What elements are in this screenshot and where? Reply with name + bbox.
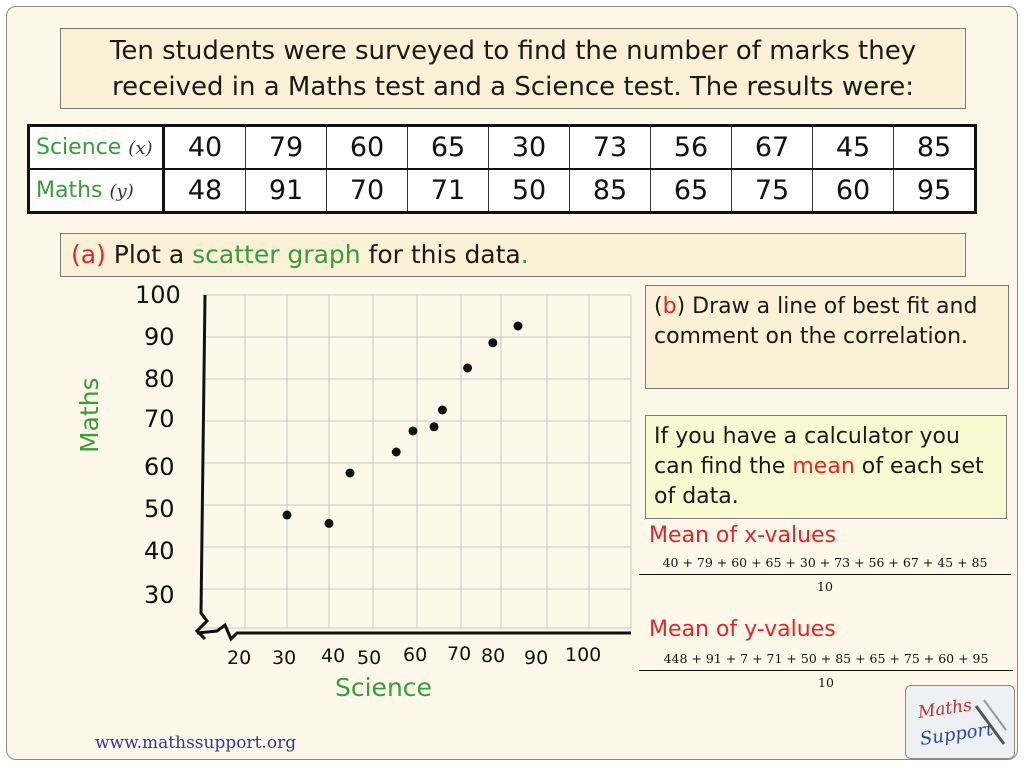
part-b-tag-close: ) bbox=[676, 294, 686, 319]
x-tick-label: 50 bbox=[357, 647, 382, 669]
x-tick-label: 100 bbox=[565, 644, 602, 666]
y-axis-line bbox=[194, 294, 209, 641]
science-value: 45 bbox=[812, 125, 894, 170]
maths-value: 75 bbox=[731, 168, 813, 213]
part-b-tag-letter: b bbox=[662, 294, 677, 319]
science-value: 40 bbox=[163, 125, 246, 170]
data-table: Science (x) 40 79 60 65 30 73 56 67 45 8… bbox=[27, 124, 977, 214]
maths-value: 85 bbox=[569, 168, 651, 213]
part-a-text-1: Plot a bbox=[113, 240, 193, 269]
mean-y-numerator: 448 + 91 + 7 + 71 + 50 + 85 + 65 + 75 + … bbox=[639, 651, 1013, 671]
maths-value: 48 bbox=[163, 168, 246, 213]
y-axis-title: Maths bbox=[75, 377, 104, 453]
data-point bbox=[437, 405, 447, 415]
maths-value: 60 bbox=[812, 168, 894, 213]
science-variable: (x) bbox=[128, 138, 153, 159]
data-point bbox=[488, 338, 498, 348]
science-row-header: Science (x) bbox=[28, 125, 165, 170]
calculator-text-2: of each set of data. bbox=[654, 454, 984, 509]
chart-points bbox=[282, 321, 523, 528]
maths-value: 71 bbox=[407, 168, 489, 213]
intro-line-1: Ten students were surveyed to find the n… bbox=[109, 36, 917, 66]
x-tick-label: 80 bbox=[481, 645, 506, 667]
mean-x-numerator: 40 + 79 + 60 + 65 + 30 + 73 + 56 + 67 + … bbox=[639, 555, 1011, 575]
chart-axes bbox=[194, 294, 631, 642]
y-tick-label: 40 bbox=[144, 537, 175, 565]
chart-grid bbox=[203, 294, 632, 629]
maths-row-header: Maths (y) bbox=[28, 168, 165, 213]
maths-value: 91 bbox=[245, 168, 327, 213]
data-point bbox=[324, 518, 334, 528]
part-b-text: Draw a line of best fit and comment on t… bbox=[654, 294, 978, 349]
science-value: 85 bbox=[893, 125, 976, 170]
x-tick-label: 70 bbox=[447, 643, 472, 665]
logo-graphic: Maths Support bbox=[916, 695, 1007, 750]
science-value: 73 bbox=[569, 125, 651, 170]
maths-value: 95 bbox=[893, 168, 976, 213]
mean-x-label: Mean of x-values bbox=[649, 523, 837, 548]
part-a-tag: (a) bbox=[71, 240, 106, 269]
x-tick-label: 60 bbox=[403, 644, 428, 666]
mean-y-label: Mean of y-values bbox=[649, 617, 836, 642]
maths-support-logo: Maths Support bbox=[905, 685, 1015, 759]
calculator-text-1: If you have a calculator you can find th… bbox=[654, 424, 960, 479]
part-a-text-2: for this data bbox=[360, 240, 521, 269]
mean-x-fraction: 40 + 79 + 60 + 65 + 30 + 73 + 56 + 67 + … bbox=[639, 555, 1011, 594]
calculator-box: If you have a calculator you can find th… bbox=[645, 415, 1007, 519]
x-tick-label: 90 bbox=[524, 647, 549, 669]
slide: Ten students were surveyed to find the n… bbox=[6, 6, 1018, 760]
x-tick-label: 20 bbox=[227, 647, 252, 669]
x-tick-label: 40 bbox=[321, 645, 346, 667]
x-axis-line bbox=[196, 622, 631, 642]
science-value: 79 bbox=[245, 125, 327, 170]
data-point bbox=[463, 363, 473, 373]
data-point bbox=[391, 447, 401, 457]
data-point bbox=[408, 426, 418, 436]
data-point bbox=[345, 468, 355, 478]
data-point bbox=[282, 510, 292, 520]
maths-value: 65 bbox=[650, 168, 732, 213]
maths-label: Maths bbox=[36, 178, 103, 203]
science-label: Science bbox=[36, 135, 122, 160]
x-axis-title: Science bbox=[335, 673, 432, 702]
logo-text-1: Maths bbox=[916, 695, 974, 723]
scatter-chart bbox=[194, 294, 632, 642]
y-tick-label: 60 bbox=[144, 453, 175, 481]
maths-value: 50 bbox=[488, 168, 570, 213]
logo-pen-shape bbox=[974, 705, 1006, 745]
logo-text-2: Support bbox=[919, 719, 996, 750]
calculator-highlight: mean bbox=[792, 454, 855, 479]
science-row: Science (x) 40 79 60 65 30 73 56 67 45 8… bbox=[28, 125, 976, 170]
data-point bbox=[513, 321, 523, 331]
maths-row: Maths (y) 48 91 70 71 50 85 65 75 60 95 bbox=[28, 168, 976, 213]
maths-value: 70 bbox=[326, 168, 408, 213]
part-a-box: (a) Plot a scatter graph for this data. bbox=[60, 233, 966, 277]
part-a-dot: . bbox=[520, 240, 529, 269]
footer-url[interactable]: www.mathssupport.org bbox=[95, 733, 297, 753]
mean-x-denominator: 10 bbox=[817, 579, 833, 594]
logo-ruler-shape bbox=[983, 699, 1007, 731]
y-tick-label: 80 bbox=[144, 365, 175, 393]
y-tick-label: 70 bbox=[144, 405, 175, 433]
mean-y-fraction: 448 + 91 + 7 + 71 + 50 + 85 + 65 + 75 + … bbox=[639, 651, 1013, 690]
mean-y-denominator: 10 bbox=[818, 675, 834, 690]
intro-box: Ten students were surveyed to find the n… bbox=[60, 28, 966, 109]
science-value: 60 bbox=[326, 125, 408, 170]
science-value: 56 bbox=[650, 125, 732, 170]
maths-variable: (y) bbox=[109, 181, 134, 202]
y-tick-label: 90 bbox=[144, 323, 175, 351]
y-tick-label: 100 bbox=[135, 281, 181, 309]
y-tick-label: 30 bbox=[144, 581, 175, 609]
intro-line-2: received in a Maths test and a Science t… bbox=[111, 72, 914, 102]
science-value: 30 bbox=[488, 125, 570, 170]
science-value: 67 bbox=[731, 125, 813, 170]
data-point bbox=[429, 422, 439, 432]
y-tick-label: 50 bbox=[144, 495, 175, 523]
science-value: 65 bbox=[407, 125, 489, 170]
part-b-tag-open: ( bbox=[654, 294, 663, 319]
part-b-box: (b) Draw a line of best fit and comment … bbox=[645, 285, 1009, 389]
x-tick-label: 30 bbox=[272, 647, 297, 669]
part-a-highlight: scatter graph bbox=[192, 240, 361, 269]
